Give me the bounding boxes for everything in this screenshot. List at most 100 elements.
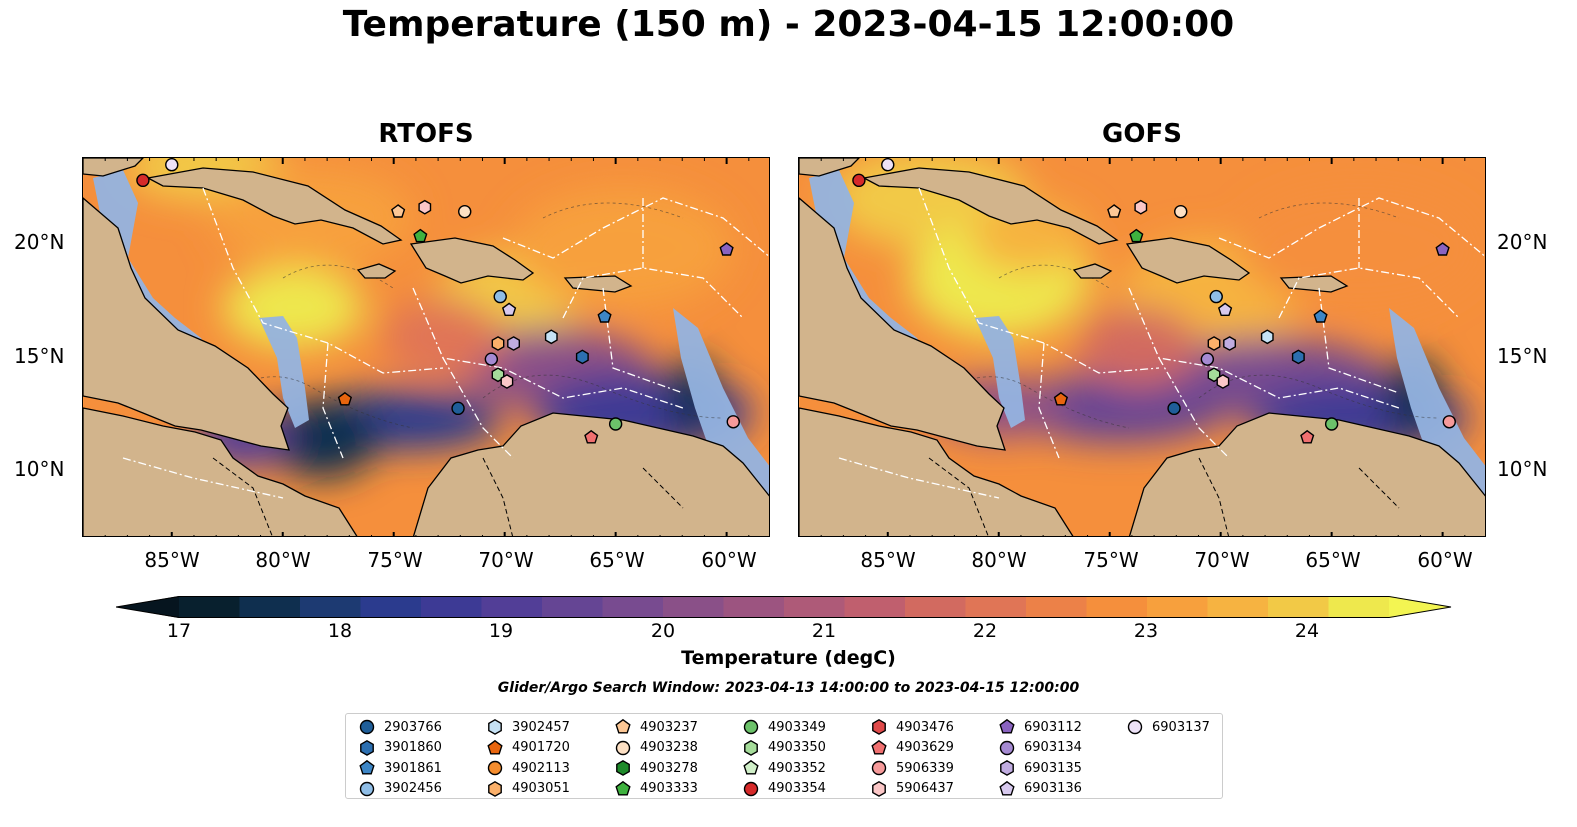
float-marker-3901861 — [597, 309, 612, 323]
legend-marker-icon — [872, 718, 886, 735]
float-marker-4903354 — [852, 173, 866, 188]
float-marker-6903112 — [1435, 242, 1450, 256]
legend-label: 4903238 — [640, 740, 698, 755]
search-window-text: Glider/Argo Search Window: 2023-04-13 14… — [497, 680, 1080, 696]
land-mass — [83, 158, 144, 177]
legend-item: 4901720 — [486, 738, 570, 758]
legend-label: 6903136 — [1024, 781, 1082, 796]
colorbar-bin — [723, 596, 785, 618]
legend-item: 4903476 — [870, 717, 954, 737]
lon-tick-label: 70°W — [1194, 548, 1250, 572]
colorbar-bin — [300, 596, 361, 618]
legend-label: 3901860 — [384, 740, 442, 755]
lon-tick-label: 60°W — [1417, 548, 1473, 572]
float-marker-6903112 — [719, 242, 734, 256]
eez-boundary — [1158, 357, 1230, 459]
legend-label: 4903354 — [768, 781, 826, 796]
colorbar-tick-label: 24 — [1294, 620, 1320, 642]
depth-contour — [202, 376, 414, 429]
legend-marker-icon — [359, 719, 375, 735]
float-marker-6903137 — [881, 158, 895, 172]
float-marker-3902456 — [1209, 289, 1223, 304]
legend-label: 4903629 — [896, 740, 954, 755]
colorbar-bin — [965, 596, 1027, 618]
depth-contour — [482, 374, 724, 419]
legend-label: 4903237 — [640, 719, 698, 735]
legend-item: 4903629 — [870, 738, 954, 758]
float-marker-4901720 — [1053, 391, 1069, 406]
colorbar-bin — [421, 596, 482, 618]
legend-label: 6903134 — [1024, 740, 1082, 755]
land-mass — [1125, 237, 1251, 284]
float-marker-3901860 — [1291, 349, 1305, 365]
shallow-water — [809, 170, 929, 373]
legend-item: 4903354 — [742, 779, 826, 799]
figure-title: Temperature (150 m) - 2023-04-15 12:00:0… — [342, 4, 1235, 45]
float-marker-2903766 — [1167, 401, 1181, 416]
map-rtofs — [82, 157, 770, 537]
colorbar-tick-label: 22 — [972, 620, 998, 642]
float-marker-3901860 — [575, 349, 589, 365]
eez-boundary — [1128, 287, 1400, 409]
colorbar-extend-high — [1389, 596, 1451, 618]
lat-tick-label: 20°N — [1497, 230, 1548, 254]
colorbar-bin — [844, 596, 906, 618]
float-marker-3902457 — [1260, 329, 1274, 345]
eez-boundary — [918, 187, 1160, 374]
land-mass — [1072, 263, 1113, 279]
land-mass — [83, 197, 290, 451]
depth-contour — [998, 264, 1110, 289]
lat-tick-label: 20°N — [14, 230, 65, 254]
legend-label: 4903476 — [896, 719, 954, 735]
colorbar-tick-label: 17 — [166, 620, 192, 642]
legend-marker-icon — [871, 739, 887, 755]
legend-item: 4903278 — [614, 758, 698, 778]
lat-tick-label: 10°N — [14, 457, 65, 481]
float-marker-4901720 — [337, 391, 353, 406]
legend-item: 4902113 — [486, 758, 570, 778]
legend-marker-icon — [743, 781, 759, 796]
land-mass — [1279, 275, 1349, 293]
legend-label: 4903051 — [512, 781, 570, 796]
lon-tick-label: 75°W — [1083, 548, 1139, 572]
map-gofs — [798, 157, 1486, 537]
legend-label: 4903278 — [640, 760, 698, 776]
eez-boundary — [1038, 342, 1060, 459]
panel-title-gofs: GOFS — [1102, 119, 1182, 149]
eez-boundary — [502, 197, 769, 259]
float-marker-3902456 — [493, 289, 507, 304]
float-marker-6903135 — [1223, 336, 1236, 351]
float-marker-4903629 — [584, 429, 599, 444]
legend-marker-icon — [616, 759, 630, 776]
float-marker-4903051 — [1207, 336, 1221, 351]
eez-boundary — [1318, 287, 1400, 394]
land-mass — [799, 158, 860, 177]
colorbar-label: Temperature (degC) — [681, 647, 896, 669]
float-marker-4903238 — [1174, 204, 1188, 219]
colorbar-bin — [179, 596, 240, 618]
legend-label: 5906437 — [896, 781, 954, 796]
legend-marker-icon — [999, 780, 1015, 796]
land-mass — [862, 167, 1119, 245]
legend-label: 3901861 — [384, 760, 442, 776]
eez-boundary — [1218, 197, 1485, 259]
colorbar-bin — [1147, 596, 1208, 618]
legend-marker-icon — [871, 760, 887, 776]
land-mass — [83, 407, 358, 536]
legend-marker-icon — [744, 739, 758, 756]
legend-label: 3902456 — [384, 781, 442, 796]
country-border — [212, 457, 273, 536]
float-marker-3901861 — [1313, 309, 1328, 323]
legend-label: 6903137 — [1152, 719, 1210, 735]
lon-tick-label: 85°W — [860, 548, 916, 572]
colorbar-bin — [1268, 596, 1329, 618]
legend-marker-icon — [487, 760, 503, 776]
legend-item: 4903333 — [614, 779, 698, 799]
legend-marker-icon — [488, 718, 502, 735]
float-marker-5906339 — [726, 415, 740, 429]
land-mass — [563, 275, 633, 293]
depth-contour — [542, 202, 684, 219]
float-marker-4903237 — [391, 204, 406, 218]
float-marker-3902457 — [544, 329, 558, 345]
legend-item: 4903051 — [486, 779, 570, 799]
